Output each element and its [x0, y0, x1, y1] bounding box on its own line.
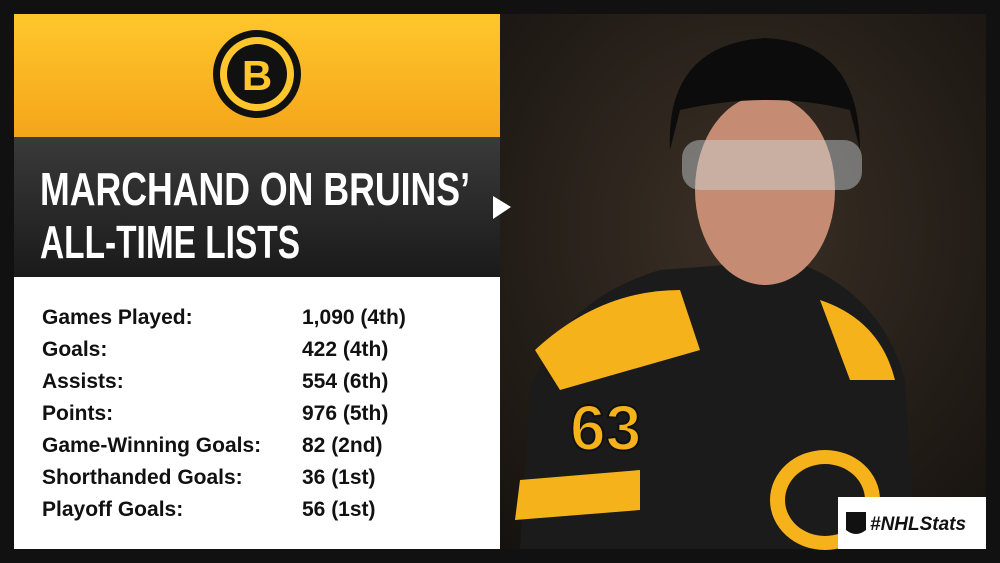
- stats-list: Games Played: 1,090 (4th) Goals: 422 (4th) A…: [42, 306, 406, 521]
- stat-value: 82 (2nd): [302, 434, 383, 457]
- stat-label: Goals:: [42, 338, 107, 361]
- title-line: ALL-TIME LISTS: [40, 216, 300, 268]
- arrow: [493, 196, 511, 219]
- stat-label: Game-Winning Goals:: [42, 434, 261, 457]
- team-logo: B: [213, 30, 301, 118]
- stat-value: 976 (5th): [302, 402, 388, 425]
- title-band: [14, 137, 500, 277]
- stat-value: 422 (4th): [302, 338, 388, 361]
- stat-value: 554 (6th): [302, 370, 388, 393]
- stat-label: Playoff Goals:: [42, 498, 183, 521]
- stat-value: 36 (1st): [302, 466, 376, 489]
- jersey-number: 63: [570, 392, 641, 464]
- stats-panel: [14, 277, 500, 549]
- stat-label: Points:: [42, 402, 113, 425]
- player-photo: 63: [500, 14, 986, 550]
- hashtag: #NHLStats: [870, 514, 966, 535]
- stat-label: Shorthanded Goals:: [42, 466, 243, 489]
- stat-value: 1,090 (4th): [302, 306, 406, 329]
- stat-value: 56 (1st): [302, 498, 376, 521]
- stats-badge: #NHLStats: [838, 497, 986, 549]
- logo-letter: B: [242, 52, 272, 99]
- title-line: MARCHAND ON BRUINS’: [40, 163, 470, 215]
- stat-label: Assists:: [42, 370, 124, 393]
- stat-label: Games Played:: [42, 306, 193, 329]
